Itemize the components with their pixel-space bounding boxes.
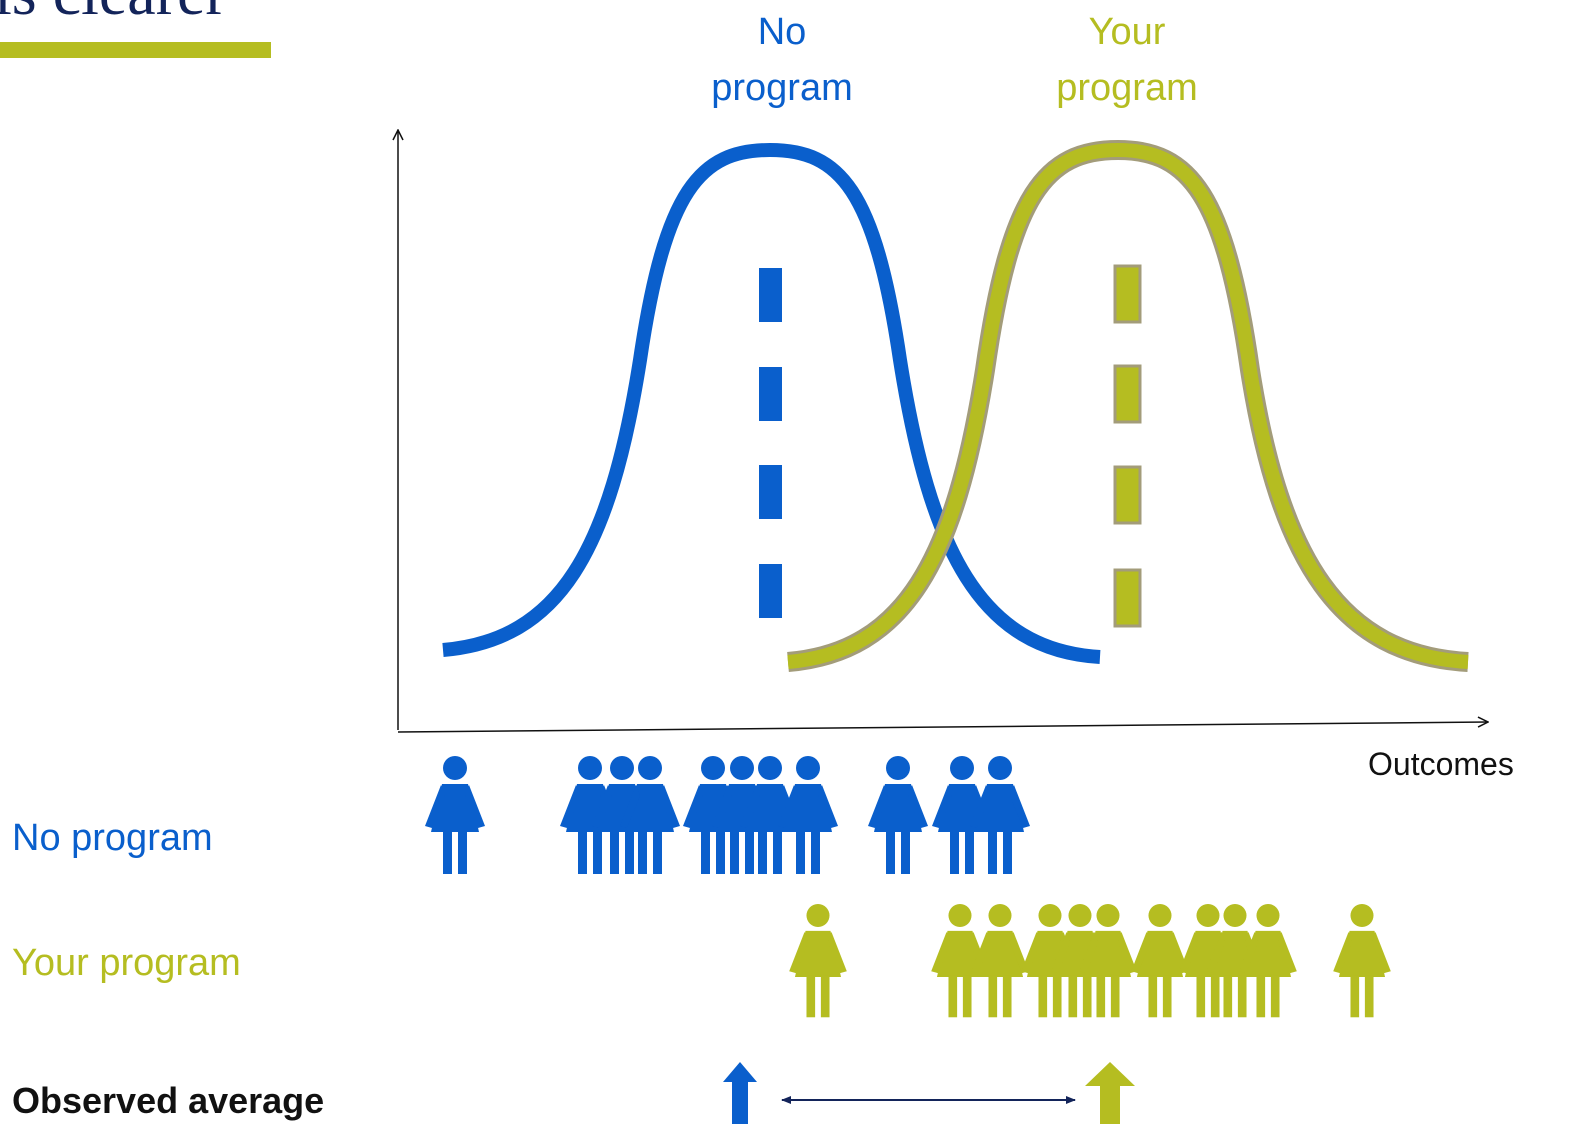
row-label: No program [12,817,213,859]
your-program-average-arrow [1085,1062,1135,1124]
row-label: Your program [12,942,241,984]
person-icon [971,904,1029,1018]
x-axis [397,722,1488,733]
people [425,756,1391,1018]
slide-title: is clearer [0,0,227,28]
person-icon [425,756,485,874]
no-program-average-arrow [723,1062,757,1124]
person-icon [789,904,847,1018]
person-icon [1239,904,1297,1018]
axis-label: Outcomes [1368,746,1514,782]
title-underline [0,42,271,58]
person-icon [1079,904,1137,1018]
no-program-mean [759,268,782,618]
person-icon [778,756,838,874]
person-icon [1333,904,1391,1018]
person-icon [620,756,680,874]
person-icon [1131,904,1189,1018]
person-icon [868,756,928,874]
row-label: Observed average [12,1080,324,1121]
your-program-curve [787,139,1469,672]
curve-label: No program [711,11,853,109]
curve-label: Your program [1056,11,1198,109]
your-program-mean [1113,264,1142,628]
person-icon [970,756,1030,874]
